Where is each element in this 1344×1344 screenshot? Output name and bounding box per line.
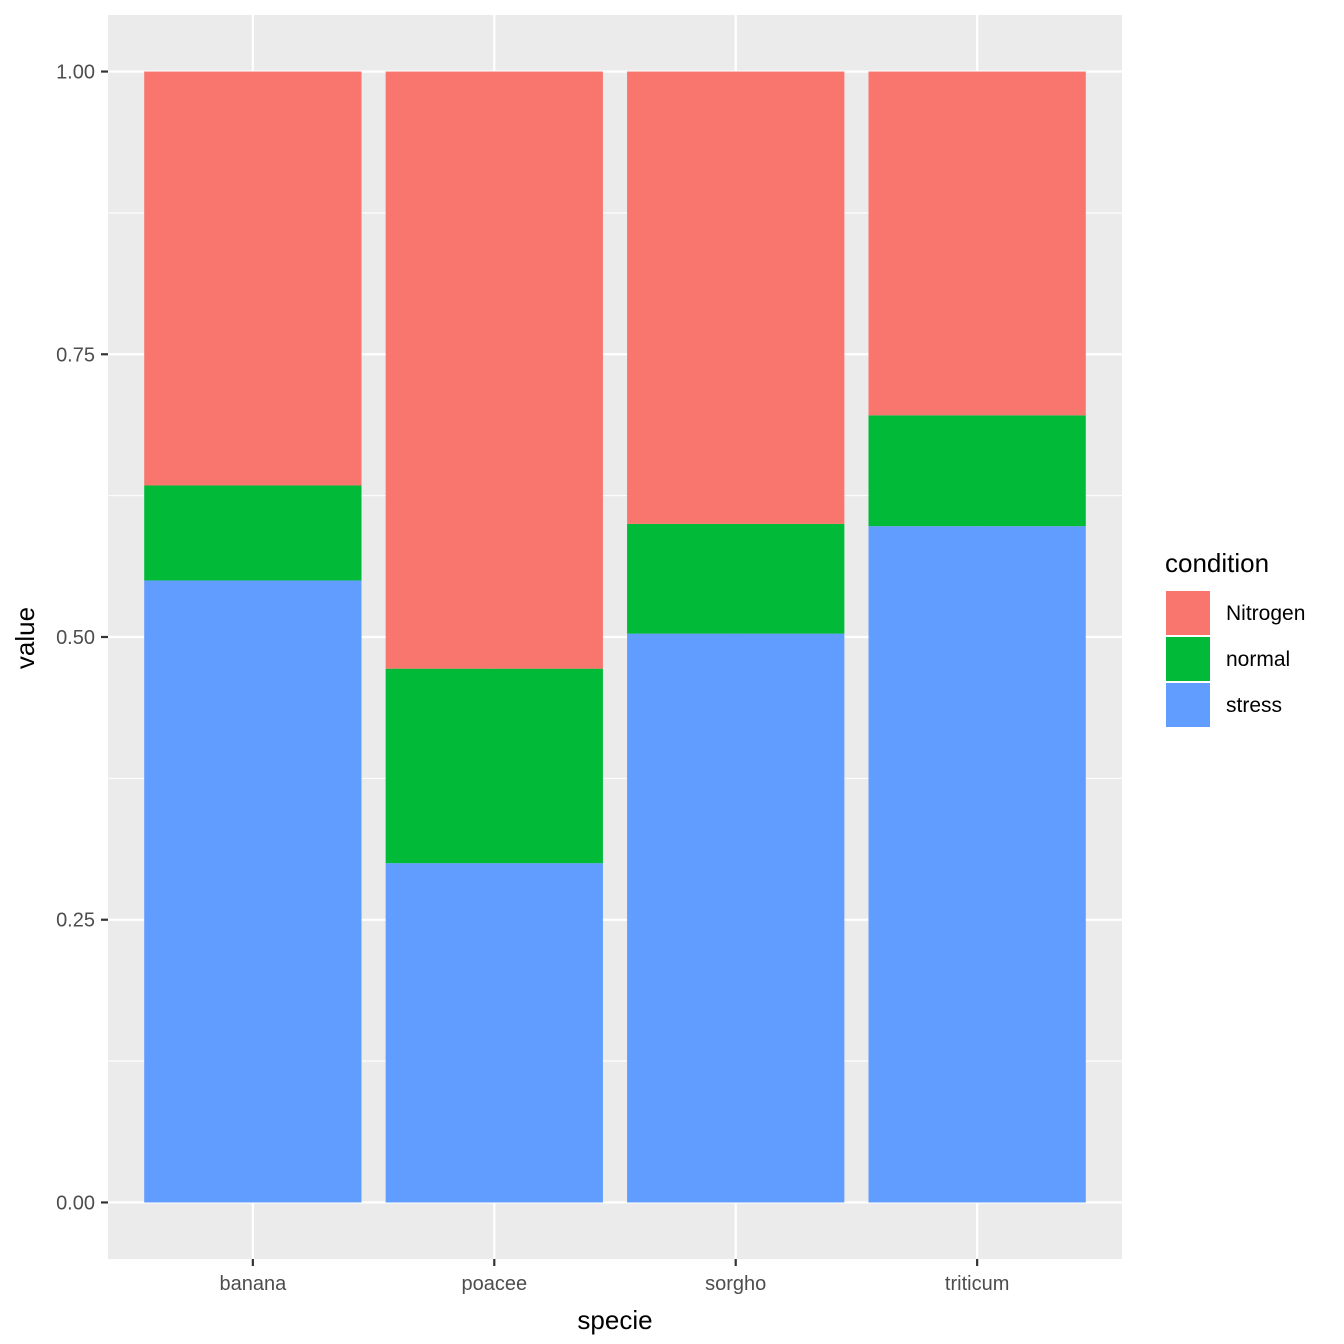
legend-key-nitrogen (1166, 591, 1210, 635)
y-axis: 0.00 0.25 0.50 0.75 1.00 (56, 62, 108, 1214)
x-axis: banana poacee sorgho triticum (219, 1259, 1009, 1295)
legend-title: condition (1165, 548, 1269, 578)
bar-banana-normal (144, 485, 362, 581)
bar-banana-nitrogen (144, 71, 362, 486)
legend-label-normal: normal (1226, 648, 1290, 671)
bar-sorgho-stress (627, 633, 845, 1203)
x-tick-label: triticum (945, 1273, 1009, 1295)
legend: condition Nitrogen normal stress (1165, 548, 1305, 727)
y-tick-label: 1.00 (56, 62, 95, 84)
legend-label-nitrogen: Nitrogen (1226, 602, 1305, 625)
legend-key-normal (1166, 637, 1210, 681)
legend-key-stress (1166, 683, 1210, 727)
legend-label-stress: stress (1226, 694, 1282, 717)
bar-triticum-nitrogen (868, 71, 1086, 416)
y-tick-label: 0.00 (56, 1192, 95, 1214)
y-tick-label: 0.50 (56, 627, 95, 649)
x-axis-title: specie (577, 1305, 652, 1335)
x-tick-label: banana (219, 1273, 287, 1295)
bar-triticum-stress (868, 526, 1086, 1203)
x-tick-label: poacee (461, 1273, 527, 1295)
bar-sorgho-nitrogen (627, 71, 845, 524)
bar-sorgho-normal (627, 523, 845, 634)
bar-poacee-nitrogen (385, 71, 603, 669)
bar-poacee-normal (385, 668, 603, 864)
y-tick-label: 0.75 (56, 344, 95, 366)
y-tick-label: 0.25 (56, 910, 95, 932)
bars (144, 71, 1086, 1203)
x-tick-label: sorgho (705, 1273, 766, 1295)
y-axis-title: value (10, 607, 40, 669)
bar-poacee-stress (385, 863, 603, 1203)
bar-triticum-normal (868, 415, 1086, 527)
bar-banana-stress (144, 580, 362, 1203)
